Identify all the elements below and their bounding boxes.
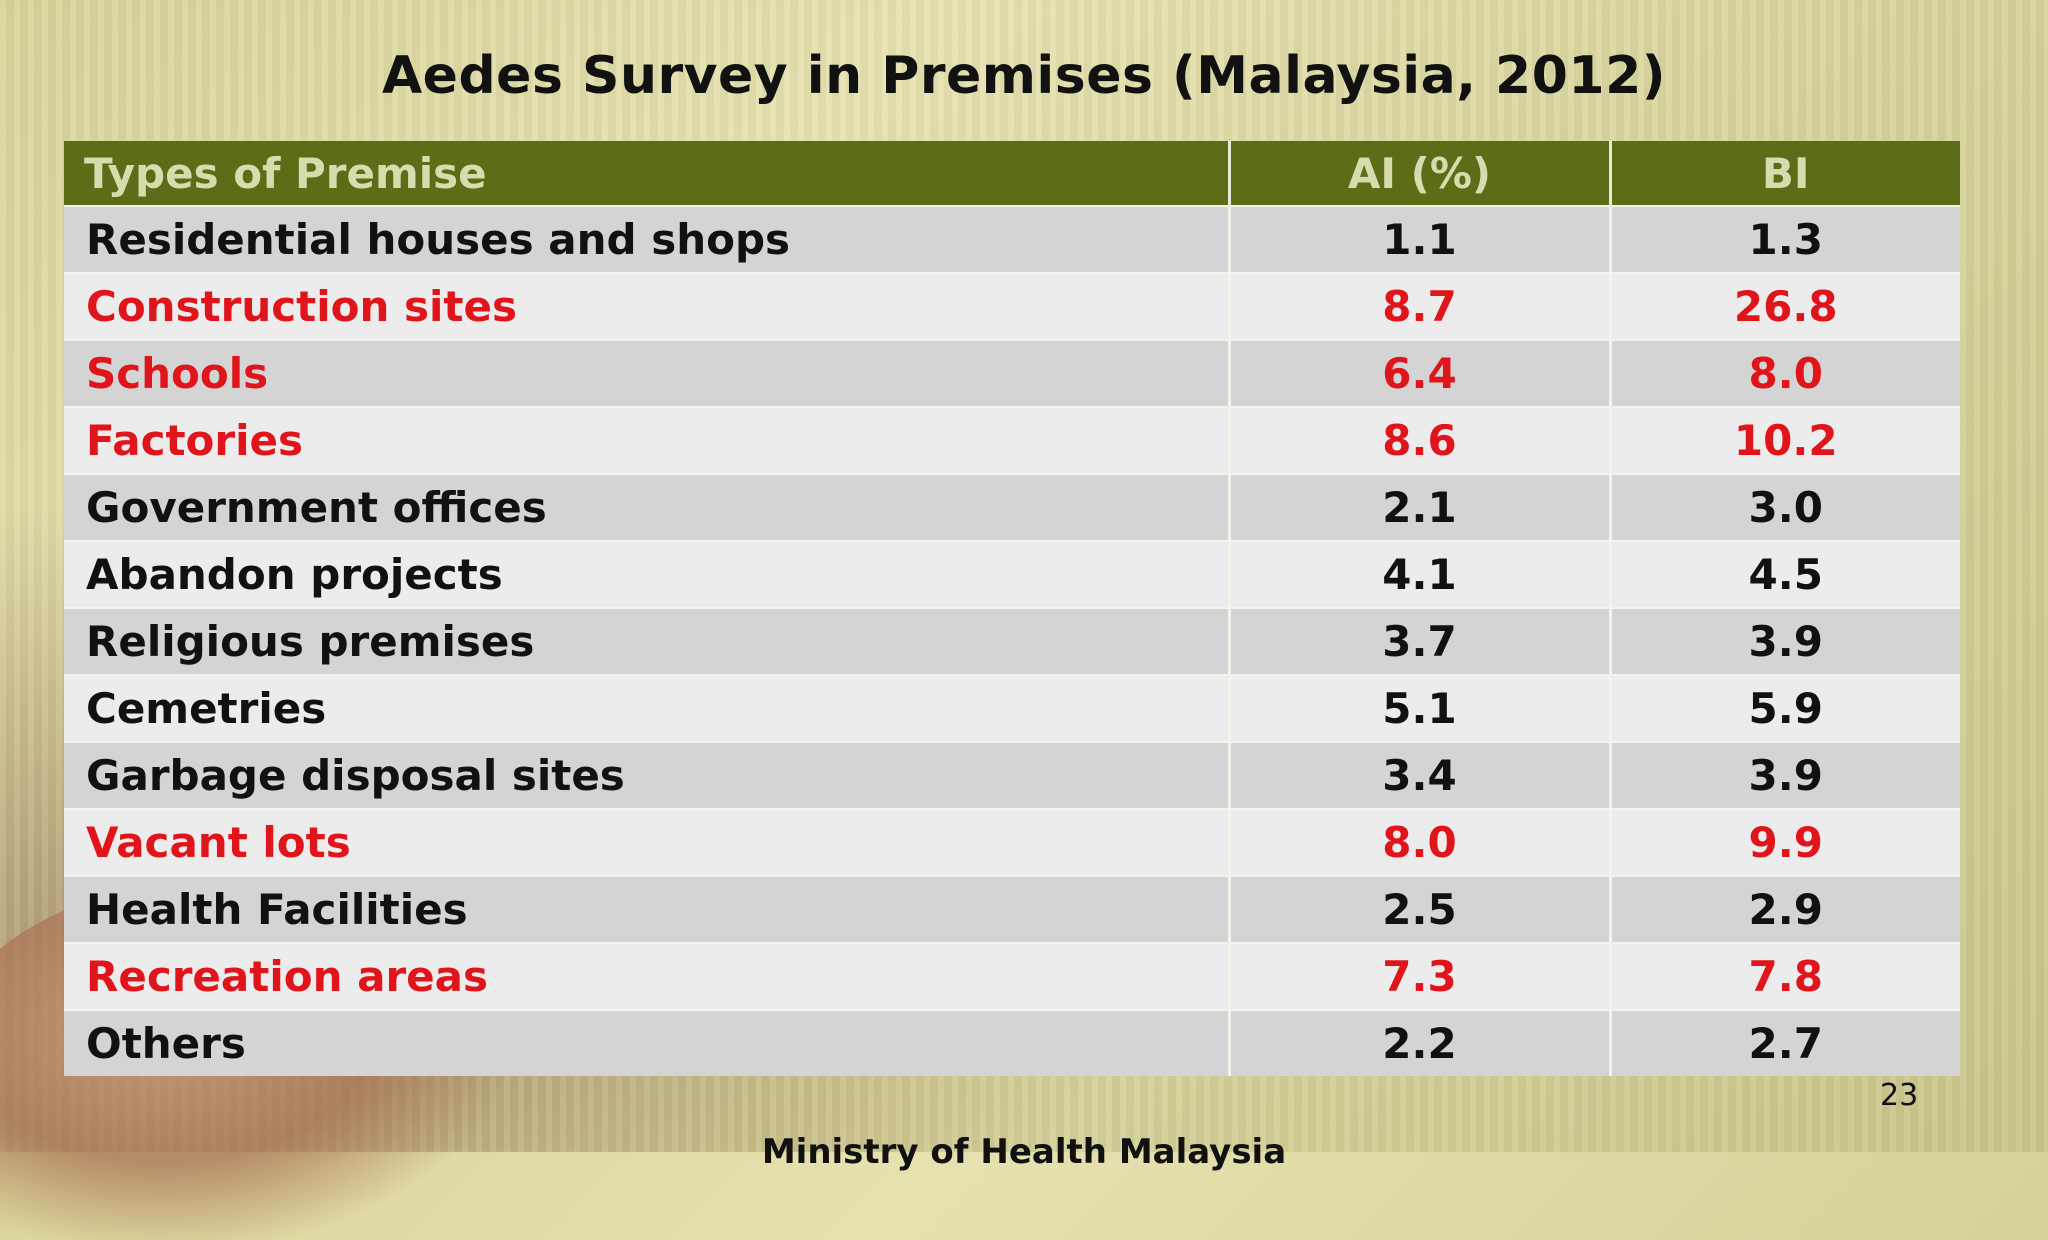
premise-cell: Residential houses and shops — [64, 205, 1231, 273]
table-row: Garbage disposal sites 3.4 3.9 — [64, 741, 1960, 809]
ai-value-cell: 2.2 — [1229, 1009, 1612, 1076]
ai-value-cell: 3.4 — [1229, 741, 1612, 809]
bi-value-cell: 9.9 — [1610, 808, 1960, 876]
bi-value-cell: 10.2 — [1610, 406, 1960, 474]
premise-cell: Others — [64, 1009, 1231, 1076]
bi-value-cell: 3.0 — [1610, 473, 1960, 541]
bi-value-cell: 8.0 — [1610, 339, 1960, 407]
header-ai-percent: AI (%) — [1229, 141, 1612, 206]
ai-value-cell: 4.1 — [1229, 540, 1612, 608]
aedes-survey-table: Types of Premise AI (%) BI Residential h… — [64, 141, 1960, 1076]
premise-cell: Religious premises — [64, 607, 1231, 675]
premise-cell: Health Facilities — [64, 875, 1231, 943]
premise-cell: Factories — [64, 406, 1231, 474]
bi-value-cell: 4.5 — [1610, 540, 1960, 608]
page-number: 23 — [1880, 1078, 1919, 1113]
bi-value-cell: 3.9 — [1610, 607, 1960, 675]
premise-cell: Vacant lots — [64, 808, 1231, 876]
slide-title: Aedes Survey in Premises (Malaysia, 2012… — [381, 46, 1667, 106]
premise-cell: Recreation areas — [64, 942, 1231, 1010]
table-row: Vacant lots 8.0 9.9 — [64, 808, 1960, 876]
table-header-row: Types of Premise AI (%) BI — [64, 141, 1960, 206]
premise-cell: Abandon projects — [64, 540, 1231, 608]
table-row: Abandon projects 4.1 4.5 — [64, 540, 1960, 608]
ai-value-cell: 2.1 — [1229, 473, 1612, 541]
table-row: Factories 8.6 10.2 — [64, 406, 1960, 474]
bi-value-cell: 2.7 — [1610, 1009, 1960, 1076]
table-body: Residential houses and shops 1.1 1.3 Constr… — [64, 205, 1960, 1076]
header-bi: BI — [1610, 141, 1960, 206]
ai-value-cell: 2.5 — [1229, 875, 1612, 943]
ai-value-cell: 8.0 — [1229, 808, 1612, 876]
ai-value-cell: 6.4 — [1229, 339, 1612, 407]
premise-cell: Construction sites — [64, 272, 1231, 340]
table-row: Recreation areas 7.3 7.8 — [64, 942, 1960, 1010]
ai-value-cell: 1.1 — [1229, 205, 1612, 273]
bi-value-cell: 26.8 — [1610, 272, 1960, 340]
table-row: Government offices 2.1 3.0 — [64, 473, 1960, 541]
premise-cell: Schools — [64, 339, 1231, 407]
ai-value-cell: 7.3 — [1229, 942, 1612, 1010]
ai-value-cell: 8.6 — [1229, 406, 1612, 474]
footer-source: Ministry of Health Malaysia — [761, 1132, 1287, 1172]
bi-value-cell: 7.8 — [1610, 942, 1960, 1010]
premise-cell: Cemetries — [64, 674, 1231, 742]
premise-cell: Government offices — [64, 473, 1231, 541]
table-row: Cemetries 5.1 5.9 — [64, 674, 1960, 742]
bi-value-cell: 1.3 — [1610, 205, 1960, 273]
table-row: Religious premises 3.7 3.9 — [64, 607, 1960, 675]
ai-value-cell: 8.7 — [1229, 272, 1612, 340]
ai-value-cell: 3.7 — [1229, 607, 1612, 675]
premise-cell: Garbage disposal sites — [64, 741, 1231, 809]
table-row: Construction sites 8.7 26.8 — [64, 272, 1960, 340]
header-premise-type: Types of Premise — [64, 141, 1231, 206]
table-row: Residential houses and shops 1.1 1.3 — [64, 205, 1960, 273]
table-row: Health Facilities 2.5 2.9 — [64, 875, 1960, 943]
bi-value-cell: 5.9 — [1610, 674, 1960, 742]
bi-value-cell: 2.9 — [1610, 875, 1960, 943]
table-row: Others 2.2 2.7 — [64, 1009, 1960, 1076]
ai-value-cell: 5.1 — [1229, 674, 1612, 742]
table-row: Schools 6.4 8.0 — [64, 339, 1960, 407]
bi-value-cell: 3.9 — [1610, 741, 1960, 809]
